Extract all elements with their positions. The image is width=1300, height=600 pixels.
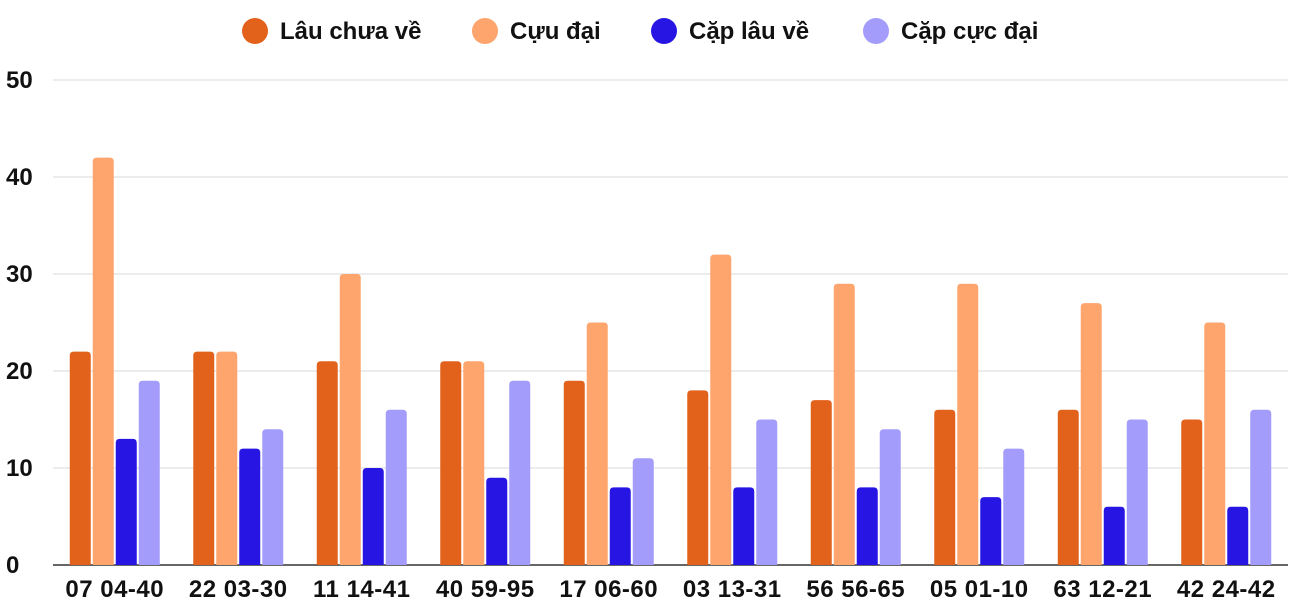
bar-3 — [1103, 506, 1125, 565]
y-tick-label: 20 — [6, 358, 33, 385]
bar-2 — [1080, 303, 1102, 565]
bar-2 — [710, 254, 732, 565]
legend-label: Lâu chưa về — [280, 18, 421, 45]
bar-2 — [1204, 322, 1226, 565]
y-tick-label: 50 — [6, 67, 33, 94]
x-tick-label: 40 59-95 — [436, 576, 535, 600]
x-tick-label: 03 13-31 — [683, 576, 782, 600]
bar-4 — [1126, 419, 1148, 565]
gridlines — [53, 79, 1288, 566]
x-tick-label: 11 14-41 — [313, 576, 410, 600]
x-tick-label: 17 06-60 — [559, 576, 658, 600]
legend-label: Cựu đại — [510, 18, 601, 45]
x-axis-ticks: 07 04-40 22 03-30 11 14-41 40 59-95 17 06-60… — [65, 576, 1275, 600]
bar-1 — [563, 380, 585, 565]
bar-2 — [586, 322, 608, 565]
y-tick-label: 10 — [6, 455, 33, 482]
legend-label: Cặp cực đại — [901, 18, 1038, 45]
y-tick-label: 0 — [6, 552, 19, 579]
bar-2 — [957, 283, 979, 565]
legend-swatch — [651, 18, 677, 44]
bar-4 — [1003, 448, 1025, 565]
bar-4 — [632, 458, 654, 565]
bar-4 — [385, 409, 407, 565]
legend-label: Cặp lâu về — [689, 18, 809, 45]
bar-3 — [115, 438, 137, 565]
bar-3 — [733, 487, 755, 565]
bar-1 — [934, 409, 956, 565]
y-tick-label: 30 — [6, 261, 33, 288]
bar-1 — [1057, 409, 1079, 565]
bar-1 — [1181, 419, 1203, 565]
y-axis-ticks: 0 10 20 30 40 50 — [6, 67, 33, 579]
bar-3 — [362, 468, 384, 565]
bar-3 — [980, 497, 1002, 565]
x-tick-label: 63 12-21 — [1053, 576, 1152, 600]
bar-3 — [609, 487, 631, 565]
x-tick-label: 22 03-30 — [189, 576, 288, 600]
bar-1 — [316, 361, 338, 565]
bar-1 — [687, 390, 709, 565]
bar-1 — [810, 400, 832, 565]
bar-2 — [833, 283, 855, 565]
legend-swatch — [863, 18, 889, 44]
bar-4 — [262, 429, 284, 565]
x-tick-label: 42 24-42 — [1177, 576, 1276, 600]
bar-4 — [879, 429, 901, 565]
bar-2 — [463, 361, 485, 565]
bar-1 — [69, 351, 91, 565]
legend-swatch — [242, 18, 268, 44]
bar-3 — [1227, 506, 1249, 565]
x-tick-label: 56 56-65 — [806, 576, 905, 600]
legend: Lâu chưa về Cựu đại Cặp lâu về Cặp cực đại — [242, 18, 1038, 45]
bar-2 — [339, 274, 361, 565]
bar-3 — [856, 487, 878, 565]
bar-4 — [1250, 409, 1272, 565]
bar-4 — [138, 380, 160, 565]
y-tick-label: 40 — [6, 164, 33, 191]
bar-2 — [92, 157, 114, 565]
bar-2 — [216, 351, 238, 565]
bar-3 — [486, 477, 508, 565]
legend-swatch — [472, 18, 498, 44]
x-tick-label: 07 04-40 — [65, 576, 164, 600]
bar-1 — [193, 351, 215, 565]
bar-1 — [440, 361, 462, 565]
bars — [69, 157, 1272, 565]
bar-3 — [239, 448, 261, 565]
x-tick-label: 05 01-10 — [930, 576, 1029, 600]
bar-4 — [509, 380, 531, 565]
bar-4 — [756, 419, 778, 565]
